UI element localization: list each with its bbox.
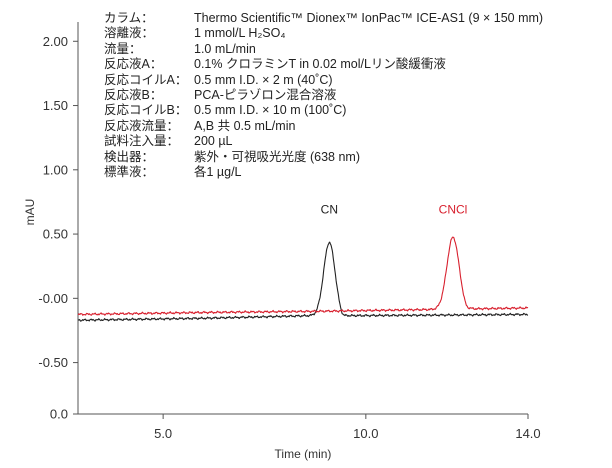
y-tick-label: 1.00 [43, 162, 68, 177]
condition-label: 反応液A： [104, 57, 163, 72]
condition-label: 試料注入量： [104, 134, 180, 149]
y-tick-label: -0.00 [38, 291, 68, 306]
condition-label: カラム： [104, 11, 154, 25]
peak-label-cncl: CNCl [439, 203, 468, 217]
y-axis-title: mAU [23, 199, 37, 226]
y-tick-label: 1.50 [43, 98, 68, 113]
condition-value: PCA-ピラゾロン混合溶液 [194, 87, 337, 102]
series-layer [77, 236, 529, 322]
condition-value: 0.5 mm I.D. × 2 m (40˚C) [194, 72, 333, 87]
x-axis: 5.0 10.0 14.0 [78, 413, 541, 441]
condition-label: 反応液流量： [104, 118, 180, 133]
condition-value: 各1 µg/L [194, 164, 242, 179]
peak-labels: CN CNCl [321, 203, 468, 217]
condition-value: 200 µL [194, 134, 233, 149]
condition-label: 反応コイルB： [104, 103, 188, 118]
condition-value: 0.1% クロラミンT in 0.02 mol/Lリン酸緩衝液 [194, 57, 446, 72]
condition-label: 検出器： [104, 149, 155, 164]
x-axis-title: Time (min) [275, 447, 332, 461]
y-tick-label: 0.0 [50, 407, 68, 422]
condition-value: 紫外・可視吸光光度 (638 nm) [194, 149, 360, 164]
x-tick-label: 14.0 [515, 426, 540, 441]
condition-value: A,B 共 0.5 mL/min [194, 118, 296, 133]
x-tick-label: 10.0 [353, 426, 378, 441]
condition-value: Thermo Scientific™ Dionex™ IonPac™ ICE-A… [194, 11, 544, 25]
series-line-cncl [77, 236, 529, 316]
condition-label: 反応液B： [104, 87, 163, 102]
condition-value: 1 mmol/L H₂SO₄ [194, 26, 286, 41]
peak-label-cn: CN [321, 203, 338, 217]
x-tick-label: 5.0 [154, 426, 172, 441]
condition-label: 流量： [104, 41, 142, 56]
y-tick-label: 2.00 [43, 34, 68, 49]
y-tick-label: 0.50 [43, 227, 68, 242]
condition-value: 0.5 mm I.D. × 10 m (100˚C) [194, 103, 347, 118]
y-axis: 2.00 1.50 1.00 0.50 -0.00 -0.50 0.0 [38, 22, 79, 422]
condition-label: 溶離液： [104, 26, 155, 41]
series-line-cn [77, 241, 529, 322]
condition-label: 標準液： [104, 164, 155, 179]
condition-label: 反応コイルA： [104, 72, 188, 87]
condition-value: 1.0 mL/min [194, 41, 256, 56]
y-tick-label: -0.50 [38, 355, 68, 370]
